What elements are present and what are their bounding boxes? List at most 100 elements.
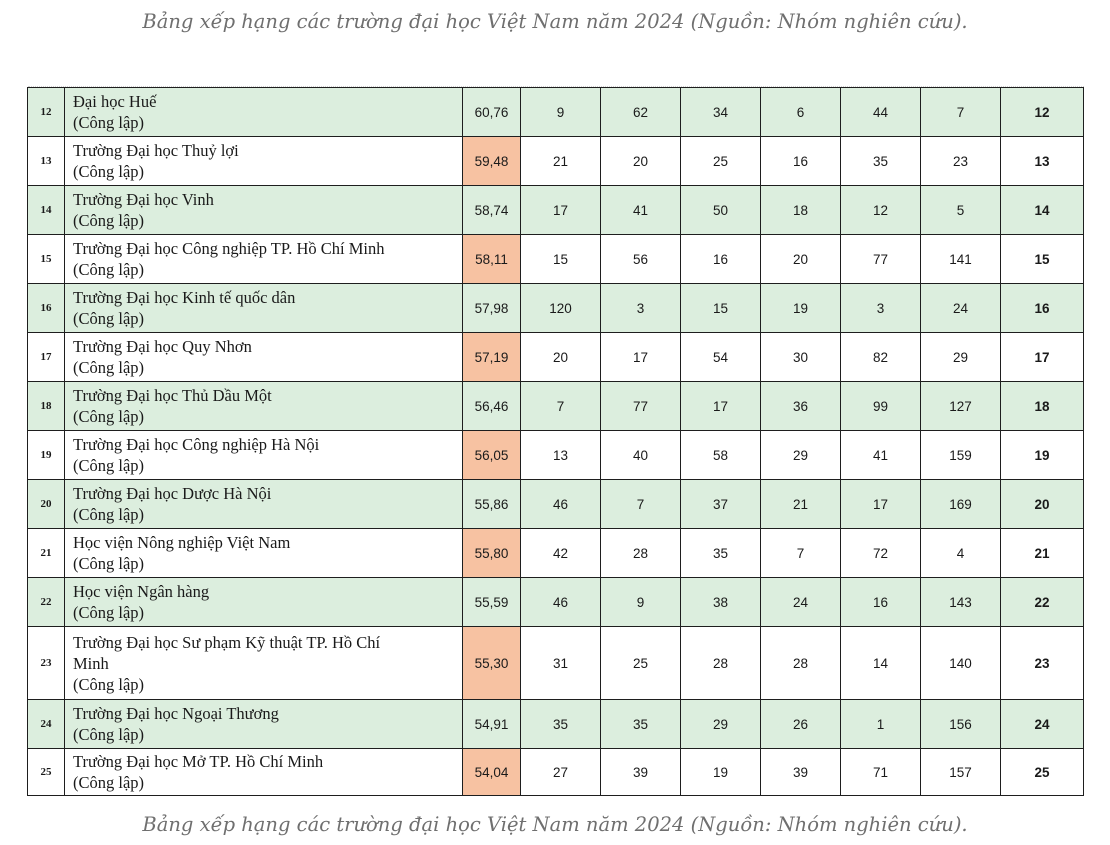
criterion-cell: 19 (760, 283, 841, 333)
university-name-line: (Công lập) (73, 113, 145, 132)
university-name-line: Trường Đại học Thuỷ lợi (73, 141, 239, 160)
university-name-line: Trường Đại học Thủ Dầu Một (73, 386, 272, 405)
university-name-line: (Công lập) (73, 162, 145, 181)
rank-cell: 25 (1000, 748, 1084, 796)
table-row: 25 Trường Đại học Mở TP. Hồ Chí Minh (Công… (27, 748, 1084, 796)
criterion-cell: 140 (920, 626, 1001, 700)
criterion-cell: 20 (520, 332, 601, 382)
university-name-cell: Trường Đại học Thuỷ lợi (Công lập) (64, 136, 463, 186)
criterion-cell: 12 (840, 185, 921, 235)
score-cell: 54,91 (462, 699, 521, 749)
university-name-cell: Trường Đại học Mở TP. Hồ Chí Minh (Công l… (64, 748, 463, 796)
criterion-cell: 15 (680, 283, 761, 333)
criterion-cell: 7 (600, 479, 681, 529)
criterion-cell: 169 (920, 479, 1001, 529)
table-row: 15 Trường Đại học Công nghiệp TP. Hồ Chí … (27, 234, 1084, 284)
row-number-cell: 20 (27, 479, 65, 529)
ranking-table-body: 12 Đại học Huế (Công lập) 60,76 9 62 34 6 44 7 12 1… (27, 87, 1084, 796)
university-name-line: (Công lập) (73, 309, 145, 328)
criterion-cell: 120 (520, 283, 601, 333)
criterion-cell: 41 (600, 185, 681, 235)
criterion-cell: 35 (600, 699, 681, 749)
score-cell: 60,76 (462, 87, 521, 137)
score-cell: 57,19 (462, 332, 521, 382)
university-name-cell: Trường Đại học Quy Nhơn (Công lập) (64, 332, 463, 382)
university-name-line: (Công lập) (73, 505, 145, 524)
university-name-line: (Công lập) (73, 554, 145, 573)
row-number-cell: 22 (27, 577, 65, 627)
university-name-line: (Công lập) (73, 211, 145, 230)
criterion-cell: 141 (920, 234, 1001, 284)
criterion-cell: 3 (600, 283, 681, 333)
rank-cell: 16 (1000, 283, 1084, 333)
criterion-cell: 127 (920, 381, 1001, 431)
criterion-cell: 46 (520, 577, 601, 627)
criterion-cell: 44 (840, 87, 921, 137)
criterion-cell: 17 (520, 185, 601, 235)
criterion-cell: 13 (520, 430, 601, 480)
score-cell: 59,48 (462, 136, 521, 186)
criterion-cell: 14 (840, 626, 921, 700)
university-name-line: (Công lập) (73, 456, 145, 475)
criterion-cell: 46 (520, 479, 601, 529)
score-cell: 55,30 (462, 626, 521, 700)
criterion-cell: 77 (600, 381, 681, 431)
score-cell: 55,86 (462, 479, 521, 529)
table-row: 19 Trường Đại học Công nghiệp Hà Nội (Công… (27, 430, 1084, 480)
row-number-cell: 15 (27, 234, 65, 284)
rank-cell: 19 (1000, 430, 1084, 480)
criterion-cell: 5 (920, 185, 1001, 235)
criterion-cell: 35 (680, 528, 761, 578)
criterion-cell: 9 (600, 577, 681, 627)
score-cell: 57,98 (462, 283, 521, 333)
university-name-cell: Trường Đại học Thủ Dầu Một (Công lập) (64, 381, 463, 431)
university-name-line: Trường Đại học Ngoại Thương (73, 704, 279, 723)
criterion-cell: 21 (520, 136, 601, 186)
criterion-cell: 19 (680, 748, 761, 796)
criterion-cell: 25 (600, 626, 681, 700)
criterion-cell: 6 (760, 87, 841, 137)
criterion-cell: 39 (760, 748, 841, 796)
university-name-line: (Công lập) (73, 674, 145, 694)
criterion-cell: 7 (760, 528, 841, 578)
criterion-cell: 35 (520, 699, 601, 749)
university-name-cell: Trường Đại học Kinh tế quốc dân (Công lập… (64, 283, 463, 333)
university-name-line: Minh (73, 653, 109, 673)
university-name-cell: Trường Đại học Công nghiệp Hà Nội (Công l… (64, 430, 463, 480)
criterion-cell: 77 (840, 234, 921, 284)
criterion-cell: 17 (680, 381, 761, 431)
criterion-cell: 42 (520, 528, 601, 578)
rank-cell: 18 (1000, 381, 1084, 431)
university-name-line: (Công lập) (73, 260, 145, 279)
table-row: 12 Đại học Huế (Công lập) 60,76 9 62 34 6 44 7 12 (27, 87, 1084, 137)
row-number-cell: 24 (27, 699, 65, 749)
university-name-cell: Trường Đại học Ngoại Thương (Công lập) (64, 699, 463, 749)
ranking-table: 12 Đại học Huế (Công lập) 60,76 9 62 34 6 44 7 12 1… (27, 87, 1084, 796)
criterion-cell: 37 (680, 479, 761, 529)
criterion-cell: 20 (600, 136, 681, 186)
row-number-cell: 21 (27, 528, 65, 578)
criterion-cell: 29 (680, 699, 761, 749)
criterion-cell: 62 (600, 87, 681, 137)
criterion-cell: 25 (680, 136, 761, 186)
rank-cell: 21 (1000, 528, 1084, 578)
table-row: 13 Trường Đại học Thuỷ lợi (Công lập) 59,48… (27, 136, 1084, 186)
university-name-line: (Công lập) (73, 358, 145, 377)
university-name-line: Trường Đại học Công nghiệp Hà Nội (73, 435, 320, 454)
criterion-cell: 56 (600, 234, 681, 284)
university-name-cell: Trường Đại học Sư phạm Kỹ thuật TP. Hồ C… (64, 626, 463, 700)
rank-cell: 20 (1000, 479, 1084, 529)
rank-cell: 14 (1000, 185, 1084, 235)
criterion-cell: 16 (760, 136, 841, 186)
criterion-cell: 31 (520, 626, 601, 700)
criterion-cell: 16 (840, 577, 921, 627)
university-name-cell: Trường Đại học Dược Hà Nội (Công lập) (64, 479, 463, 529)
row-number-cell: 23 (27, 626, 65, 700)
criterion-cell: 29 (920, 332, 1001, 382)
criterion-cell: 23 (920, 136, 1001, 186)
criterion-cell: 28 (760, 626, 841, 700)
criterion-cell: 72 (840, 528, 921, 578)
rank-cell: 15 (1000, 234, 1084, 284)
university-name-line: (Công lập) (73, 603, 145, 622)
university-name-cell: Học viện Nông nghiệp Việt Nam (Công lập) (64, 528, 463, 578)
